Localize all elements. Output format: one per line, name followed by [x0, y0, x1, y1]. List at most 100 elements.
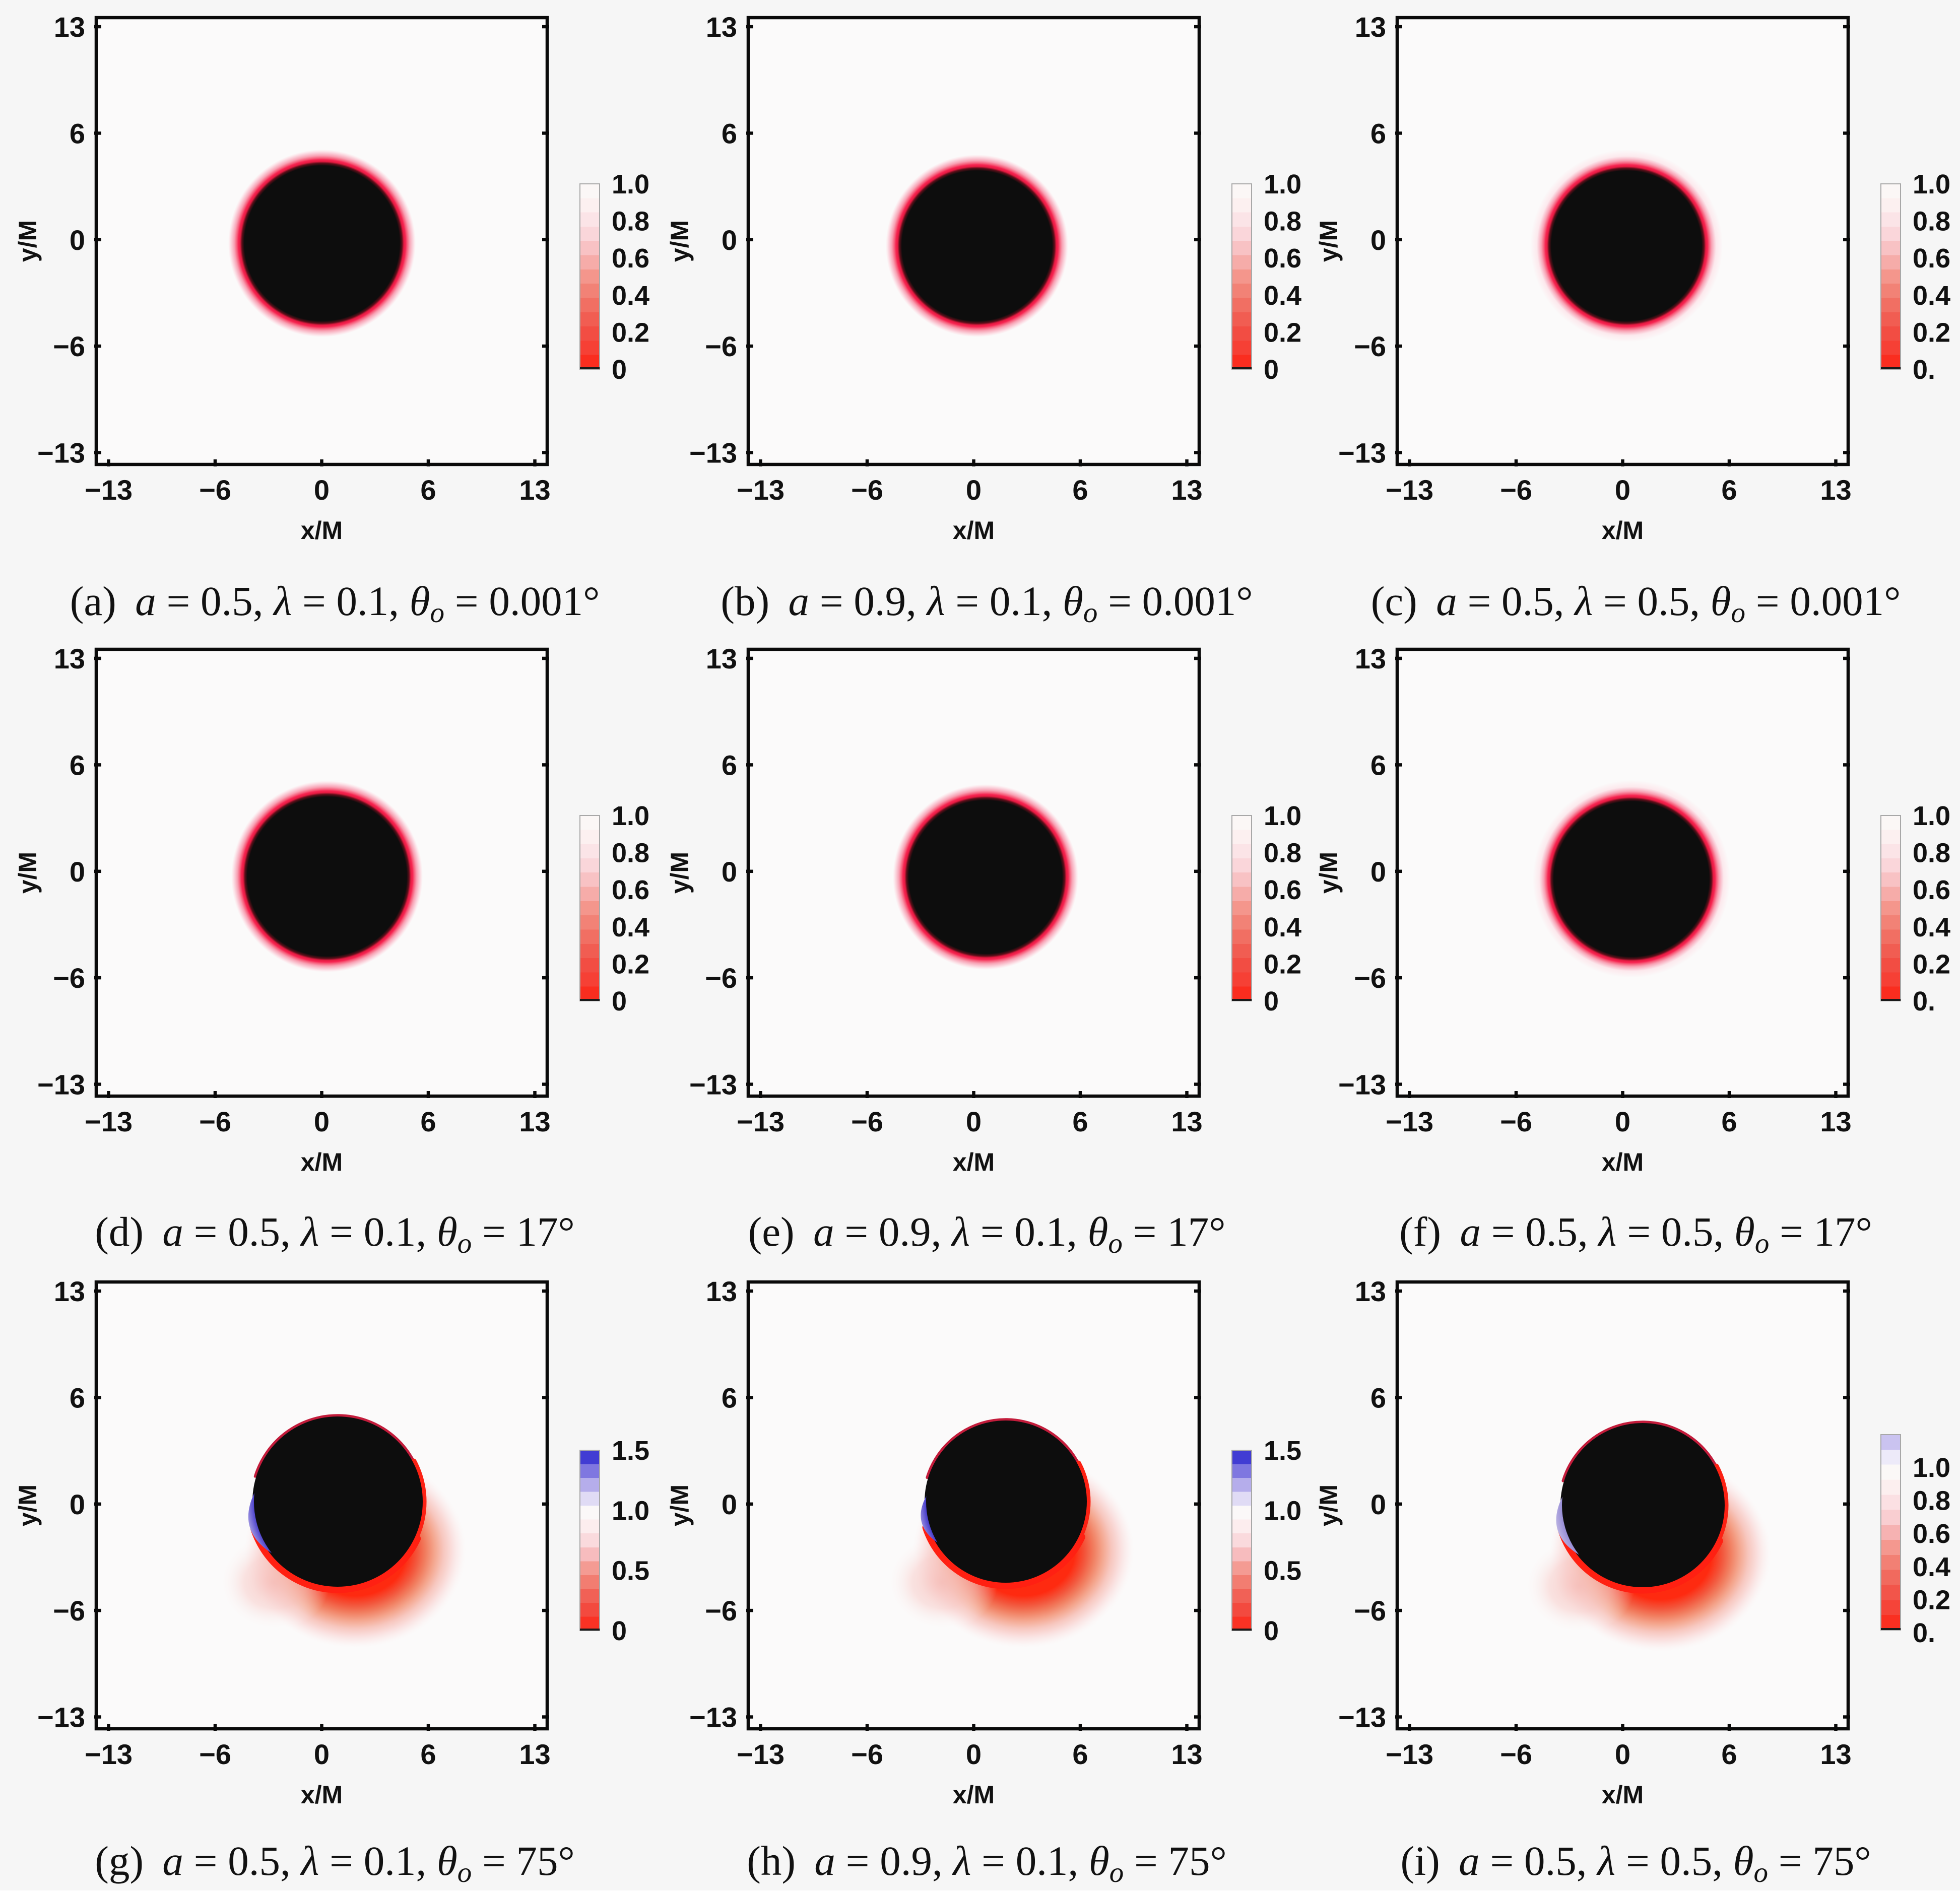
- svg-text:−13: −13: [1338, 1702, 1386, 1733]
- svg-text:(d) a = 0.5, λ = 0.1, θo = 17: (d) a = 0.5, λ = 0.1, θo = 17°: [95, 1208, 575, 1259]
- svg-text:0.2: 0.2: [612, 949, 649, 979]
- svg-text:0.4: 0.4: [1913, 912, 1950, 942]
- svg-text:−6: −6: [53, 330, 85, 362]
- svg-text:(c) a = 0.5, λ = 0.5, θo = 0.: (c) a = 0.5, λ = 0.5, θo = 0.001°: [1371, 578, 1901, 629]
- svg-text:0.8: 0.8: [612, 838, 649, 868]
- svg-text:−13: −13: [37, 437, 85, 469]
- svg-text:6: 6: [1072, 1106, 1088, 1137]
- svg-text:−6: −6: [705, 962, 737, 994]
- svg-text:−6: −6: [1354, 962, 1386, 994]
- svg-text:−13: −13: [689, 1069, 737, 1101]
- svg-text:x/M: x/M: [953, 1781, 995, 1809]
- svg-text:−6: −6: [1354, 330, 1386, 362]
- svg-text:−13: −13: [1386, 1106, 1433, 1137]
- svg-text:x/M: x/M: [301, 516, 343, 545]
- svg-text:−6: −6: [851, 1106, 883, 1137]
- svg-text:0.4: 0.4: [1913, 1552, 1950, 1582]
- svg-text:y/M: y/M: [1315, 220, 1343, 262]
- svg-text:13: 13: [1171, 1106, 1202, 1137]
- svg-text:0.6: 0.6: [1264, 875, 1301, 905]
- svg-text:−6: −6: [851, 1738, 883, 1770]
- svg-text:0.4: 0.4: [612, 912, 649, 942]
- svg-text:0: 0: [1615, 1738, 1630, 1770]
- svg-text:x/M: x/M: [953, 516, 995, 545]
- svg-text:0.8: 0.8: [1913, 1486, 1950, 1516]
- svg-text:x/M: x/M: [1602, 1781, 1644, 1809]
- svg-text:y/M: y/M: [666, 1484, 694, 1526]
- svg-text:(g) a = 0.5, λ = 0.1, θo = 75: (g) a = 0.5, λ = 0.1, θo = 75°: [95, 1838, 575, 1888]
- svg-text:13: 13: [54, 11, 85, 43]
- svg-text:−6: −6: [851, 474, 883, 506]
- svg-text:13: 13: [706, 643, 737, 674]
- svg-text:0: 0: [1370, 1489, 1386, 1520]
- svg-text:(h) a = 0.9, λ = 0.1, θo = 75: (h) a = 0.9, λ = 0.1, θo = 75°: [747, 1838, 1227, 1888]
- svg-text:0.2: 0.2: [1913, 317, 1950, 348]
- svg-text:1.0: 1.0: [1913, 169, 1950, 199]
- svg-text:(b) a = 0.9, λ = 0.1, θo = 0.: (b) a = 0.9, λ = 0.1, θo = 0.001°: [721, 578, 1253, 629]
- svg-text:−13: −13: [737, 474, 785, 506]
- svg-text:1.0: 1.0: [1913, 801, 1950, 831]
- svg-text:1.5: 1.5: [1264, 1436, 1301, 1466]
- svg-text:13: 13: [519, 474, 550, 506]
- svg-text:0.6: 0.6: [612, 875, 649, 905]
- svg-text:0.8: 0.8: [1264, 207, 1301, 237]
- svg-text:0: 0: [1264, 986, 1279, 1017]
- svg-text:−6: −6: [1354, 1595, 1386, 1627]
- svg-text:6: 6: [1072, 1738, 1088, 1770]
- svg-text:0.8: 0.8: [1913, 207, 1950, 237]
- svg-text:13: 13: [54, 643, 85, 674]
- svg-text:6: 6: [70, 1382, 85, 1413]
- svg-text:y/M: y/M: [14, 852, 42, 894]
- svg-text:13: 13: [1820, 1106, 1851, 1137]
- svg-text:1.0: 1.0: [612, 169, 649, 199]
- svg-text:0.: 0.: [1913, 355, 1935, 385]
- svg-text:−13: −13: [85, 1106, 133, 1137]
- svg-text:y/M: y/M: [1315, 852, 1343, 894]
- svg-text:6: 6: [1370, 1382, 1386, 1413]
- svg-text:(i) a = 0.5, λ = 0.5, θo = 75: (i) a = 0.5, λ = 0.5, θo = 75°: [1400, 1838, 1871, 1888]
- svg-text:(f) a = 0.5, λ = 0.5, θo = 17: (f) a = 0.5, λ = 0.5, θo = 17°: [1399, 1208, 1872, 1259]
- svg-text:x/M: x/M: [1602, 516, 1644, 545]
- svg-text:1.0: 1.0: [1264, 169, 1301, 199]
- svg-text:0: 0: [966, 474, 982, 506]
- svg-text:0.5: 0.5: [612, 1556, 649, 1586]
- svg-text:6: 6: [70, 749, 85, 781]
- svg-text:−6: −6: [199, 1738, 231, 1770]
- svg-text:−13: −13: [1386, 474, 1433, 506]
- svg-text:0.6: 0.6: [612, 243, 649, 274]
- svg-text:−6: −6: [1500, 1106, 1532, 1137]
- svg-text:x/M: x/M: [301, 1781, 343, 1809]
- svg-text:−6: −6: [199, 474, 231, 506]
- svg-text:0.4: 0.4: [1264, 281, 1301, 311]
- svg-text:0: 0: [314, 1106, 330, 1137]
- svg-text:6: 6: [1721, 1738, 1737, 1770]
- svg-text:6: 6: [722, 1382, 737, 1413]
- svg-text:0.6: 0.6: [1913, 1519, 1950, 1549]
- svg-text:13: 13: [1355, 1275, 1386, 1307]
- svg-text:0: 0: [966, 1106, 982, 1137]
- svg-text:1.0: 1.0: [612, 801, 649, 831]
- svg-text:6: 6: [1370, 117, 1386, 149]
- svg-text:0: 0: [314, 474, 330, 506]
- svg-text:0.6: 0.6: [1913, 875, 1950, 905]
- svg-text:6: 6: [420, 1738, 436, 1770]
- svg-text:0: 0: [966, 1738, 982, 1770]
- svg-text:−6: −6: [705, 330, 737, 362]
- svg-text:0: 0: [314, 1738, 330, 1770]
- svg-text:13: 13: [706, 11, 737, 43]
- svg-text:0.8: 0.8: [1264, 838, 1301, 868]
- svg-text:1.0: 1.0: [612, 1496, 649, 1526]
- svg-text:13: 13: [706, 1275, 737, 1307]
- svg-text:0: 0: [722, 1489, 737, 1520]
- svg-text:13: 13: [1820, 1738, 1851, 1770]
- svg-text:−13: −13: [85, 1738, 133, 1770]
- svg-text:−13: −13: [737, 1738, 785, 1770]
- svg-text:6: 6: [70, 117, 85, 149]
- svg-text:−13: −13: [37, 1069, 85, 1101]
- svg-text:13: 13: [519, 1738, 550, 1770]
- svg-text:0.8: 0.8: [612, 207, 649, 237]
- svg-text:y/M: y/M: [666, 852, 694, 894]
- svg-text:0: 0: [1615, 1106, 1630, 1137]
- svg-text:0.5: 0.5: [1264, 1556, 1301, 1586]
- svg-text:y/M: y/M: [14, 1484, 42, 1526]
